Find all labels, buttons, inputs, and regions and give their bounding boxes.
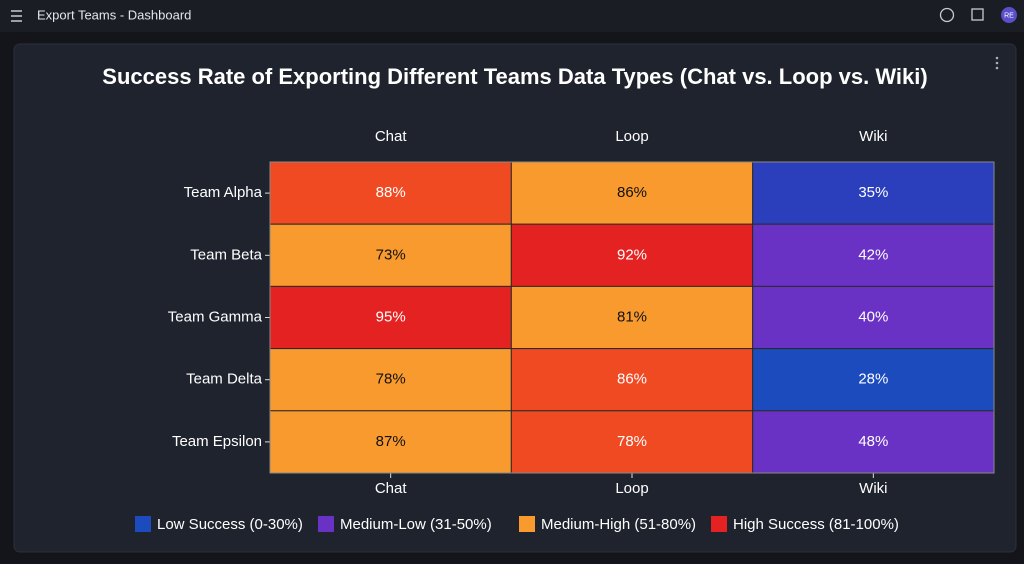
cell-label: 35% bbox=[858, 184, 888, 201]
app-title: Export Teams - Dashboard bbox=[37, 7, 191, 22]
heatmap-cell bbox=[752, 410, 995, 474]
menu-icon[interactable] bbox=[11, 10, 22, 22]
heatmap-cell bbox=[752, 285, 995, 350]
card-menu[interactable] bbox=[995, 56, 999, 70]
column-label-bottom: Wiki bbox=[859, 480, 887, 497]
cell-label: 88% bbox=[376, 184, 406, 201]
plot-border bbox=[269, 161, 995, 474]
edit-icon[interactable] bbox=[971, 8, 984, 21]
heatmap-cell bbox=[510, 410, 754, 474]
column-label-top: Loop bbox=[615, 128, 648, 145]
heatmap-cell bbox=[752, 348, 995, 412]
cell-label: 40% bbox=[858, 308, 888, 325]
row-label: Team Alpha bbox=[184, 184, 263, 201]
cell-label: 78% bbox=[617, 433, 647, 450]
row-label: Team Beta bbox=[190, 246, 262, 263]
cell-label: 81% bbox=[617, 308, 647, 325]
legend-swatch bbox=[711, 516, 727, 532]
cell-label: 73% bbox=[376, 246, 406, 263]
heatmap-cell bbox=[510, 285, 754, 350]
row-label: Team Gamma bbox=[168, 308, 263, 325]
row-label: Team Delta bbox=[186, 371, 263, 388]
cell-label: 48% bbox=[858, 433, 888, 450]
legend-label: Medium-High (51-80%) bbox=[541, 516, 696, 533]
column-label-top: Chat bbox=[375, 128, 408, 145]
cell-label: 87% bbox=[376, 433, 406, 450]
chart-title: Success Rate of Exporting Different Team… bbox=[102, 64, 927, 89]
column-label-top: Wiki bbox=[859, 128, 887, 145]
cell-label: 95% bbox=[376, 308, 406, 325]
heatmap-cell bbox=[269, 285, 512, 350]
legend-swatch bbox=[519, 516, 535, 532]
legend-label: High Success (81-100%) bbox=[733, 516, 899, 533]
heatmap-cell bbox=[510, 223, 754, 287]
column-label-bottom: Loop bbox=[615, 480, 648, 497]
cell-label: 78% bbox=[376, 371, 406, 388]
heatmap-cell bbox=[510, 348, 754, 412]
heatmap-cell bbox=[269, 161, 512, 225]
heatmap-cell bbox=[752, 223, 995, 287]
legend-label: Medium-Low (31-50%) bbox=[340, 516, 492, 533]
heatmap-cell bbox=[510, 161, 754, 225]
help-icon[interactable] bbox=[939, 7, 955, 23]
column-label-bottom: Chat bbox=[375, 480, 408, 497]
avatar-initials: RE bbox=[1004, 12, 1014, 19]
row-label: Team Epsilon bbox=[172, 433, 262, 450]
cell-label: 86% bbox=[617, 371, 647, 388]
top-bar bbox=[0, 0, 1024, 32]
cell-label: 92% bbox=[617, 246, 647, 263]
legend-label: Low Success (0-30%) bbox=[157, 516, 303, 533]
legend-swatch bbox=[318, 516, 334, 532]
legend-swatch bbox=[135, 516, 151, 532]
avatar[interactable] bbox=[1001, 7, 1017, 23]
heatmap-cell bbox=[269, 348, 512, 412]
heatmap-cell bbox=[269, 223, 512, 287]
cell-label: 28% bbox=[858, 371, 888, 388]
cell-label: 86% bbox=[617, 184, 647, 201]
cell-label: 42% bbox=[858, 246, 888, 263]
